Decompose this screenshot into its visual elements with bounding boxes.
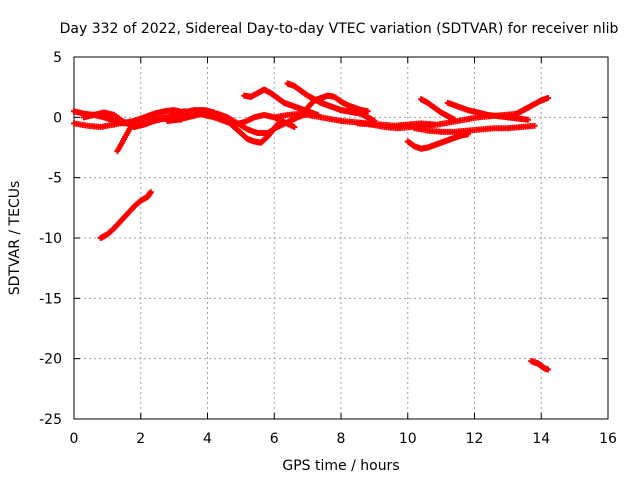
x-tick-labels: 0 2 4 6 8 10 12 14 16: [70, 431, 617, 447]
data-point: [451, 116, 458, 123]
x-tick-label: 8: [337, 431, 346, 447]
x-tick-label: 4: [203, 431, 212, 447]
y-tick-label: 0: [53, 110, 62, 126]
data-point: [544, 366, 551, 373]
data-point: [147, 189, 154, 196]
x-axis-label: GPS time / hours: [282, 458, 399, 474]
data-point: [531, 122, 538, 129]
data-point: [364, 108, 371, 115]
chart-title: Day 332 of 2022, Sidereal Day-to-day VTE…: [60, 21, 619, 37]
y-tick-label: 5: [53, 50, 62, 66]
series-track-15: [418, 96, 458, 123]
y-tick-label: -25: [39, 412, 62, 428]
x-tick-label: 10: [399, 431, 417, 447]
x-tick-label: 16: [599, 431, 617, 447]
series-track-10: [284, 80, 378, 124]
y-tick-label: -20: [39, 352, 62, 368]
series-track-17: [411, 122, 538, 135]
data-points: [71, 80, 551, 373]
data-point: [544, 95, 551, 102]
series-track-8: [224, 117, 284, 146]
series-track-5: [97, 189, 154, 241]
series-track-14: [404, 131, 471, 152]
series-track-19: [528, 358, 551, 373]
series-track-16: [444, 99, 531, 123]
y-tick-labels: 5 0 -5 -10 -15 -20 -25: [39, 50, 62, 428]
y-tick-label: -5: [48, 171, 62, 187]
x-tick-label: 0: [70, 431, 79, 447]
y-tick-label: -10: [39, 231, 62, 247]
x-tick-label: 2: [136, 431, 145, 447]
series-track-11: [304, 92, 371, 115]
data-point: [524, 116, 531, 123]
x-tick-label: 12: [466, 431, 484, 447]
series-track-18: [511, 95, 551, 118]
axis-ticks: [73, 56, 609, 420]
data-point: [291, 123, 298, 130]
series-track-4: [114, 123, 134, 155]
x-tick-label: 6: [270, 431, 279, 447]
x-tick-label: 14: [532, 431, 550, 447]
y-tick-label: -15: [39, 291, 62, 307]
y-axis-label: SDTVAR / TECUs: [7, 181, 23, 296]
data-point: [127, 123, 134, 130]
